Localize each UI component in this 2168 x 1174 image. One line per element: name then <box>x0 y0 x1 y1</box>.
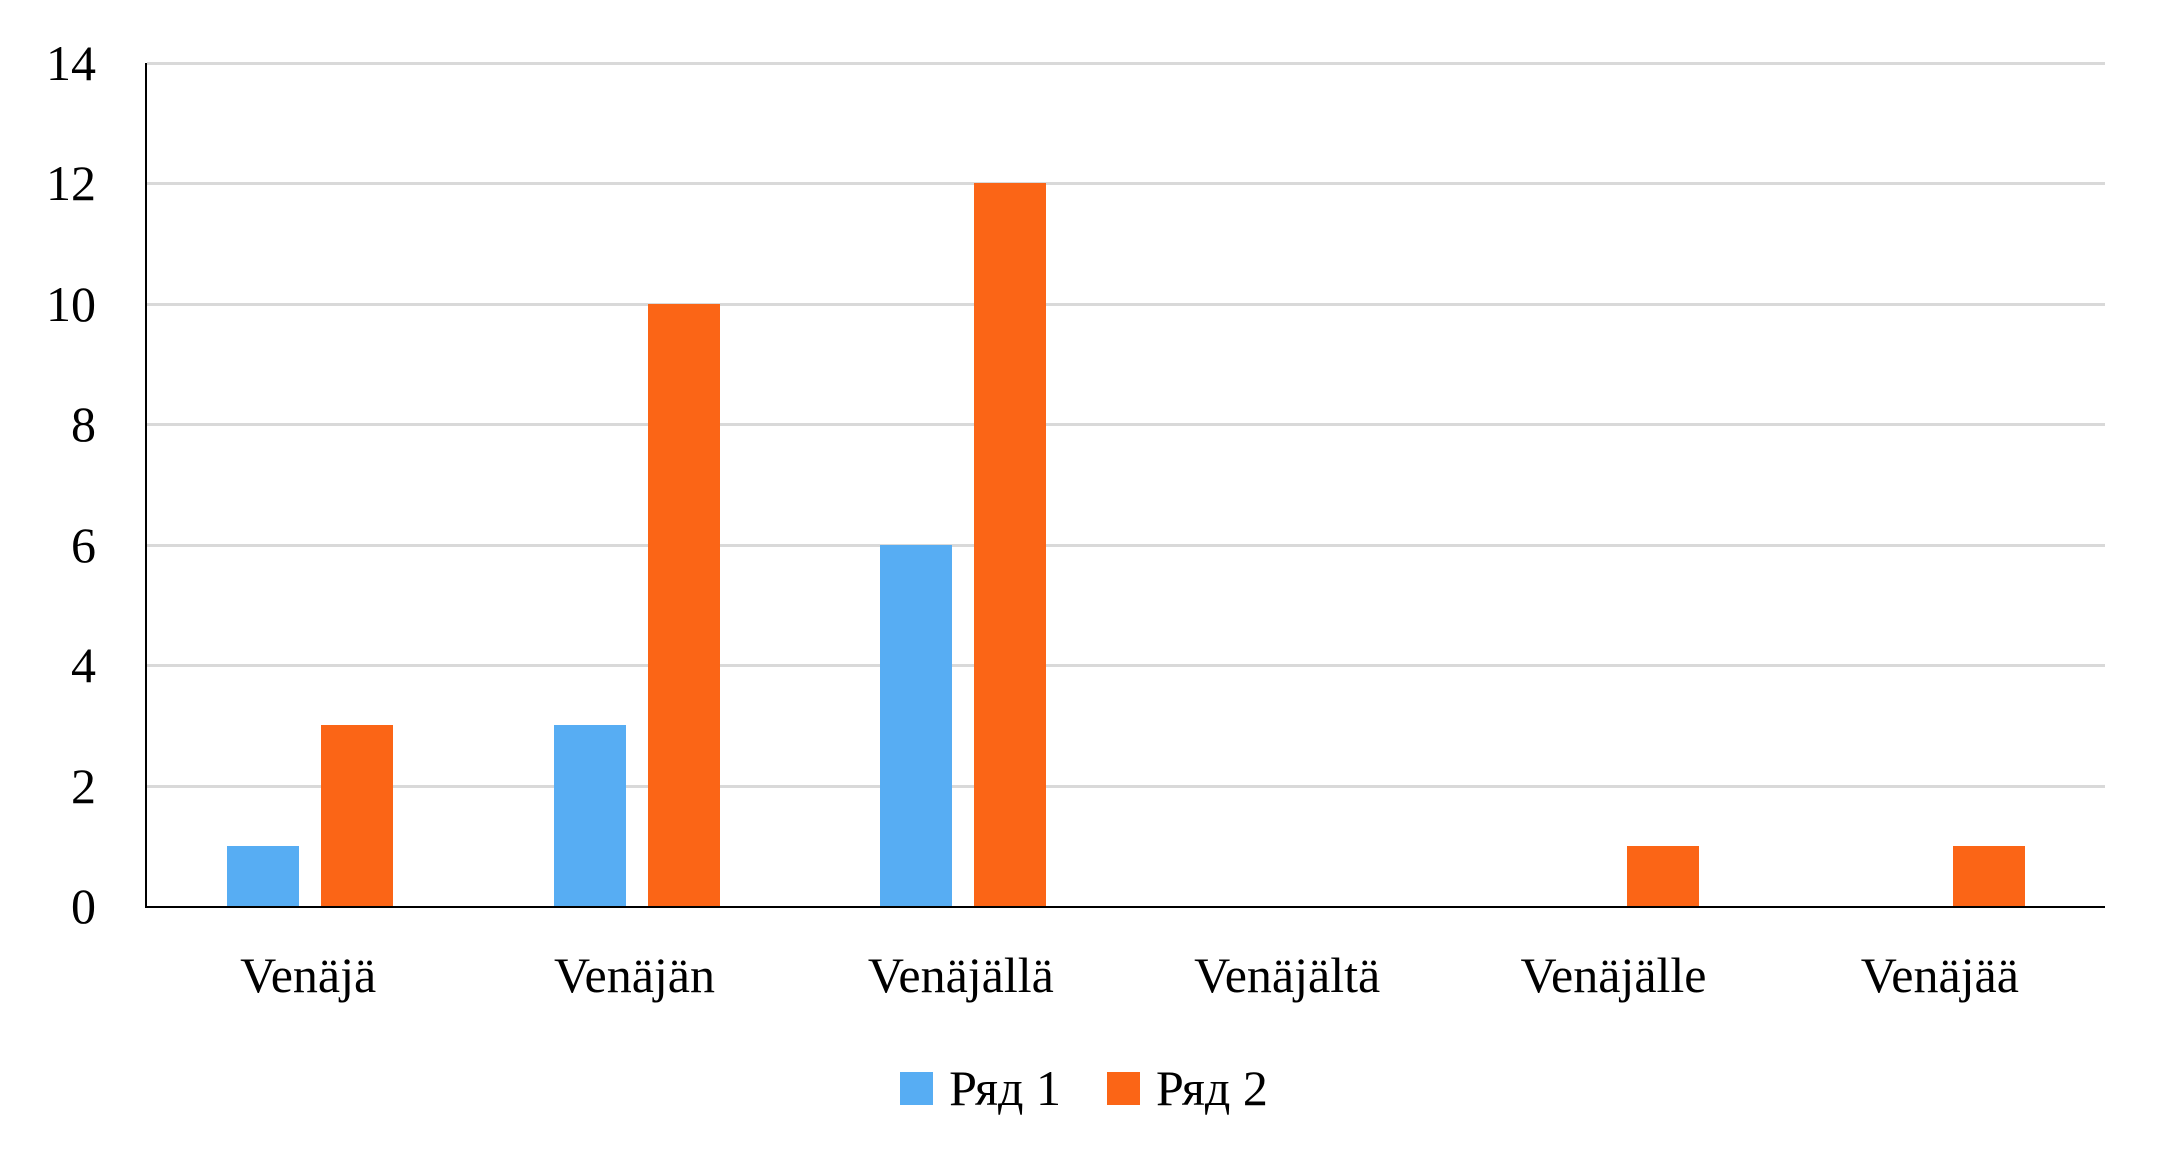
legend: Ряд 1 Ряд 2 <box>0 1058 2168 1118</box>
legend-swatch-icon <box>900 1071 934 1105</box>
y-axis-tick-label: 10 <box>46 275 96 332</box>
gridline <box>147 423 2105 427</box>
gridline <box>147 302 2105 306</box>
y-axis-tick-label: 12 <box>46 155 96 212</box>
x-axis-category-label: Venäjää <box>1860 947 2019 1003</box>
gridline <box>147 182 2105 186</box>
x-axis-category-label: Venäjältä <box>1194 947 1381 1003</box>
gridline <box>147 62 2105 65</box>
gridline <box>147 664 2105 668</box>
y-axis-tick-label: 6 <box>71 516 96 573</box>
x-axis-category-label: Venäjällä <box>867 947 1054 1003</box>
legend-item-series1: Ряд 1 <box>900 1058 1061 1118</box>
legend-label: Ряд 2 <box>1156 1060 1268 1116</box>
y-axis-tick-label: 8 <box>71 396 96 453</box>
y-axis-tick-label: 4 <box>71 637 96 694</box>
y-axis-tick-label: 14 <box>46 35 96 91</box>
legend-item-series2: Ряд 2 <box>1107 1058 1268 1118</box>
y-axis-tick-label: 0 <box>71 878 96 934</box>
legend-swatch-icon <box>1107 1071 1140 1105</box>
bar-series2-venäjä <box>321 725 394 906</box>
bar-series1-venäjä <box>227 845 300 906</box>
bar-series2-venäjälle <box>1626 845 1699 906</box>
y-axis-tick-label: 2 <box>71 757 96 814</box>
bar-series2-venäjää <box>1952 845 2025 906</box>
bar-series1-venäjän <box>553 725 626 906</box>
gridline <box>147 784 2105 788</box>
x-axis-category-label: Venäjä <box>240 947 377 1003</box>
x-axis-category-label: Venäjälle <box>1520 947 1707 1003</box>
bar-series2-venäjän <box>647 303 720 906</box>
plot-area <box>145 62 2105 908</box>
bar-series1-venäjällä <box>879 544 952 906</box>
legend-label: Ряд 1 <box>949 1060 1061 1116</box>
x-axis-category-label: Venäjän <box>553 947 716 1003</box>
gridline <box>147 543 2105 547</box>
bar-series2-venäjällä <box>973 183 1046 906</box>
